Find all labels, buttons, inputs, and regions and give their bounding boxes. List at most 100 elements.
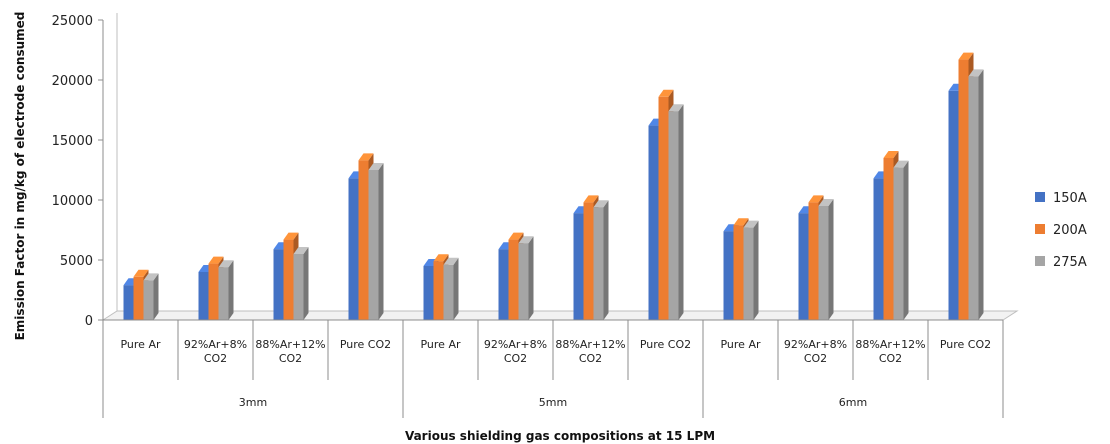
bar-top xyxy=(368,163,384,170)
y-axis-title: Emission Factor in mg/kg of electrode co… xyxy=(13,12,27,341)
bar-front xyxy=(198,272,209,320)
bar-front xyxy=(133,276,144,320)
bar-front xyxy=(893,167,904,320)
bar xyxy=(218,260,234,320)
x-tick-label: 92%Ar+8% CO2 xyxy=(484,338,547,365)
x-tick-label: 92%Ar+8% CO2 xyxy=(184,338,247,365)
bar-top xyxy=(133,269,149,277)
bar-front xyxy=(583,202,594,320)
bar-side xyxy=(303,247,309,320)
bar-front xyxy=(648,125,659,320)
bar-side xyxy=(903,160,909,320)
x-tick-label: 88%Ar+12% CO2 xyxy=(555,338,625,365)
bar-front xyxy=(498,249,509,320)
bar-front xyxy=(958,59,969,320)
bar xyxy=(743,220,759,320)
y-tick-label: 10000 xyxy=(52,194,93,209)
bar-top xyxy=(958,52,974,60)
legend-swatch xyxy=(1035,224,1045,234)
bar-front xyxy=(433,261,444,320)
legend-label: 150A xyxy=(1053,191,1087,206)
bar-top xyxy=(143,273,159,281)
legend: 150A 200A 275A xyxy=(1035,191,1087,270)
bar-top xyxy=(443,257,459,265)
bar-front xyxy=(208,263,219,320)
bar-front xyxy=(518,243,529,320)
bar-front xyxy=(818,206,829,320)
bar-top xyxy=(968,69,984,77)
bar-top xyxy=(208,256,224,264)
y-tick-label: 20000 xyxy=(52,74,93,89)
x-tick-label: Pure Ar xyxy=(720,338,760,351)
y-tick-label: 5000 xyxy=(60,254,93,269)
bar-front xyxy=(743,227,754,320)
bar-front xyxy=(423,266,434,320)
bar xyxy=(818,199,834,320)
bar-front xyxy=(883,158,894,320)
bar-front xyxy=(293,254,304,320)
x-tick-label: Pure Ar xyxy=(420,338,460,351)
bar-top xyxy=(743,220,759,228)
bar xyxy=(368,163,384,320)
bar-front xyxy=(798,213,809,320)
x-axis-title: Various shielding gas compositions at 15… xyxy=(405,429,715,443)
bar-front xyxy=(368,170,379,320)
bar-front xyxy=(283,239,294,320)
bar-front xyxy=(658,96,669,320)
bar-top xyxy=(583,195,599,203)
bar xyxy=(518,236,534,320)
bar-front xyxy=(573,213,584,320)
bar xyxy=(968,69,984,321)
legend-label: 200A xyxy=(1053,223,1087,238)
bar xyxy=(593,200,609,320)
bar-front xyxy=(508,239,519,320)
bar-side xyxy=(153,273,159,320)
bar xyxy=(893,160,909,320)
bar-side xyxy=(603,200,609,320)
bar-top xyxy=(283,232,299,240)
bar-front xyxy=(123,285,134,320)
bar-front xyxy=(948,90,959,320)
bar-top xyxy=(433,254,449,262)
bar-front xyxy=(733,225,744,320)
bar-front xyxy=(218,267,229,320)
x-tick-label: Pure CO2 xyxy=(340,338,391,351)
bar xyxy=(143,273,159,320)
group-label: 5mm xyxy=(539,396,567,409)
bar-top xyxy=(668,104,684,112)
bar-top xyxy=(658,89,674,97)
bar-front xyxy=(358,160,369,320)
bar xyxy=(293,247,309,320)
bar-top xyxy=(808,195,824,203)
bar-top xyxy=(518,236,534,244)
bar-side xyxy=(753,220,759,320)
bar-group xyxy=(123,52,984,321)
bar-front xyxy=(443,264,454,320)
bar-front xyxy=(593,207,604,320)
group-label: 6mm xyxy=(839,396,867,409)
y-tick-label: 25000 xyxy=(52,14,93,29)
bar-top xyxy=(293,247,309,254)
bar-top xyxy=(883,151,899,158)
bar-top xyxy=(593,200,609,208)
bar-top xyxy=(893,160,909,168)
legend-label: 275A xyxy=(1053,255,1087,270)
legend-swatch xyxy=(1035,192,1045,202)
bar xyxy=(668,104,684,320)
x-tick-label: Pure Ar xyxy=(120,338,160,351)
legend-swatch xyxy=(1035,256,1045,266)
bar-side xyxy=(378,163,384,320)
bar-top xyxy=(508,232,524,240)
y-axis-ticks: 0 5000 10000 15000 20000 25000 xyxy=(52,14,103,329)
bar-top xyxy=(358,153,374,161)
bar-side xyxy=(453,257,459,320)
bar-front xyxy=(668,111,679,320)
bar-side xyxy=(678,104,684,320)
y-tick-label: 15000 xyxy=(52,134,93,149)
bar-top xyxy=(733,218,749,226)
x-tick-label: 88%Ar+12% CO2 xyxy=(855,338,925,365)
bar-top xyxy=(218,260,234,268)
bar-front xyxy=(143,280,154,320)
bar-side xyxy=(528,236,534,320)
